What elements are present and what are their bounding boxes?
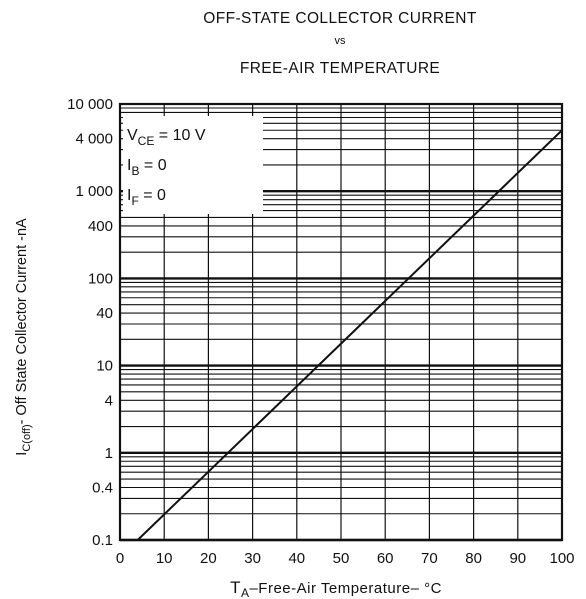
y-tick-label: 0.1 <box>92 532 113 549</box>
axes: 10 000 4 000 1 000 400 100 40 10 4 1 0.4 0.10 10 20 3… <box>67 96 574 567</box>
y-axis-label: IC(off)- Off State Collector Current -nA <box>14 218 33 456</box>
conditions-box: VCE = 10 VIB = 0IF = 0 <box>123 116 263 214</box>
x-tick-label: 10 <box>156 550 173 567</box>
y-axis-label-rest: - Off State Collector Current -nA <box>14 218 30 424</box>
x-tick-label: 30 <box>244 550 261 567</box>
x-axis-label-rest: –Free-Air Temperature– °C <box>249 580 441 597</box>
y-tick-label: 10 <box>96 358 113 375</box>
y-axis-label-sub: C(off) <box>21 424 33 451</box>
condition-value: = 0 <box>139 157 166 174</box>
series-line <box>136 129 563 541</box>
x-axis-label-main: T <box>230 578 241 597</box>
y-tick-label: 4 <box>105 392 113 409</box>
chart-title-line2: vs <box>334 35 346 47</box>
condition-subscript: F <box>131 194 138 208</box>
condition-label: VCE = 10 V <box>127 127 206 148</box>
x-tick-label: 50 <box>333 550 350 567</box>
x-axis-label: TA–Free-Air Temperature– °C <box>230 578 442 599</box>
y-tick-label: 40 <box>96 305 113 322</box>
y-axis-label-main: I <box>14 452 30 456</box>
chart-title-line1: OFF-STATE COLLECTOR CURRENT <box>203 10 477 27</box>
conditions-background <box>123 116 263 214</box>
y-tick-label: 4 000 <box>75 131 113 148</box>
x-tick-label: 0 <box>116 550 124 567</box>
x-tick-label: 20 <box>200 550 217 567</box>
y-tick-label: 0.4 <box>92 480 113 497</box>
y-tick-label: 100 <box>88 270 113 287</box>
x-tick-label: 40 <box>288 550 305 567</box>
chart-title-line3: FREE-AIR TEMPERATURE <box>239 60 441 77</box>
y-tick-label: 1 <box>105 445 113 462</box>
y-tick-label: 1 000 <box>75 183 113 200</box>
condition-value: = 0 <box>139 187 166 204</box>
x-axis-label-sub: A <box>241 586 250 599</box>
y-tick-label: 10 000 <box>67 96 113 113</box>
condition-symbol: V <box>127 127 138 144</box>
plot-frame <box>118 102 564 542</box>
x-tick-label: 80 <box>465 550 482 567</box>
condition-symbol: I <box>127 157 131 174</box>
condition-label: IF = 0 <box>127 187 166 208</box>
condition-symbol: I <box>127 187 131 204</box>
condition-subscript: CE <box>138 134 155 148</box>
x-tick-label: 90 <box>509 550 526 567</box>
x-tick-label: 60 <box>377 550 394 567</box>
x-tick-label: 100 <box>549 550 574 567</box>
condition-label: IB = 0 <box>127 157 167 178</box>
condition-value: = 10 V <box>154 127 205 144</box>
y-tick-label: 400 <box>88 218 113 235</box>
condition-subscript: B <box>131 164 139 178</box>
x-tick-label: 70 <box>421 550 438 567</box>
plot-area <box>136 129 563 541</box>
